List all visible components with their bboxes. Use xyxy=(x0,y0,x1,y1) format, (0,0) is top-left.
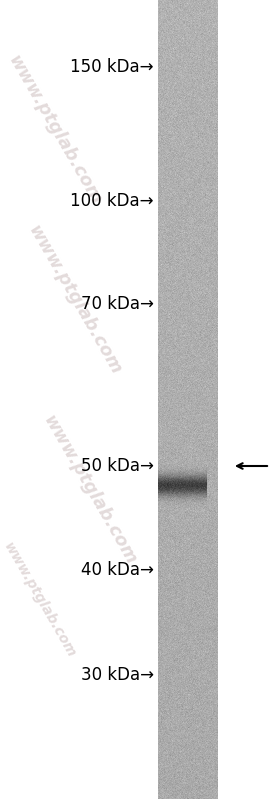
Text: 40 kDa→: 40 kDa→ xyxy=(81,561,154,579)
Text: www.ptglab.com: www.ptglab.com xyxy=(1,540,79,660)
Text: www.ptglab.com: www.ptglab.com xyxy=(40,412,140,568)
Text: 150 kDa→: 150 kDa→ xyxy=(71,58,154,76)
Text: 30 kDa→: 30 kDa→ xyxy=(81,666,154,684)
Text: www.ptglab.com: www.ptglab.com xyxy=(25,222,125,378)
Text: 100 kDa→: 100 kDa→ xyxy=(71,192,154,210)
Text: 50 kDa→: 50 kDa→ xyxy=(81,457,154,475)
Text: www.ptglab.com: www.ptglab.com xyxy=(5,52,105,208)
Text: 70 kDa→: 70 kDa→ xyxy=(81,295,154,313)
